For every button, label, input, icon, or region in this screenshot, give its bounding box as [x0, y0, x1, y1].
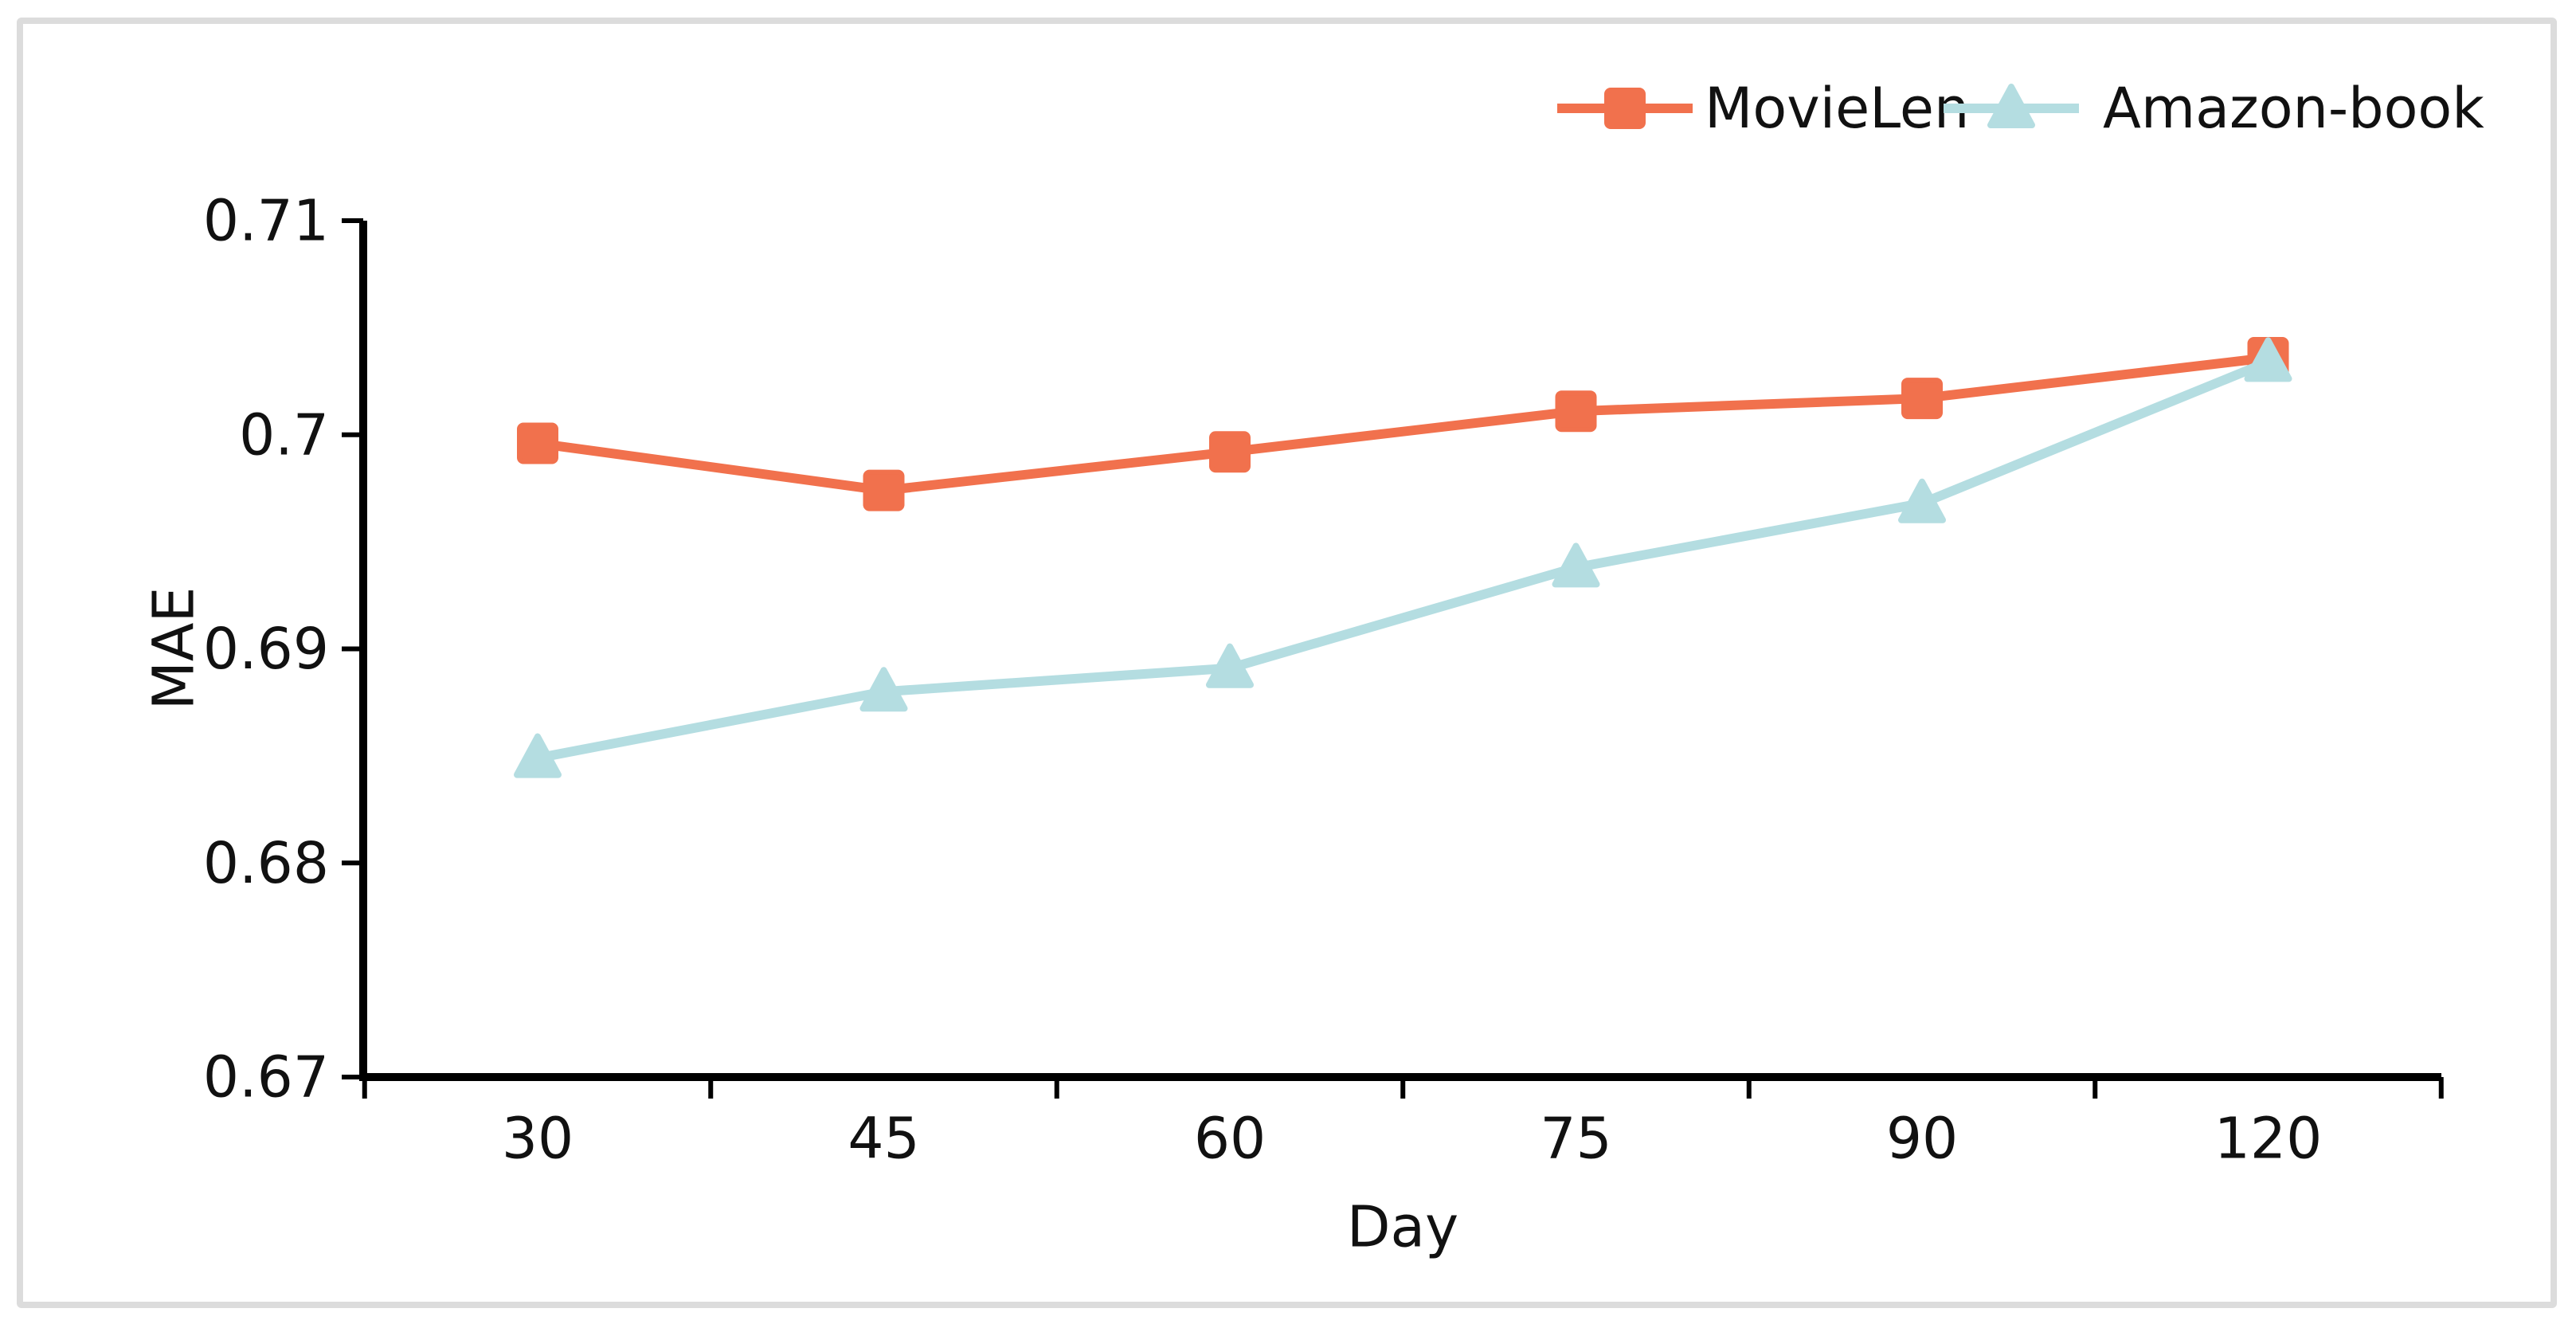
x-tick-label: 60 [1194, 1106, 1266, 1172]
square-marker-icon [1555, 390, 1597, 433]
series-line-movielen [533, 353, 2273, 496]
triangle-marker-icon [1898, 478, 1946, 523]
triangle-marker-icon [859, 667, 908, 712]
triangle-marker-icon [514, 733, 562, 778]
x-tick-label: 30 [502, 1106, 574, 1172]
y-tick-label: 0.67 [203, 1044, 329, 1111]
x-tick-label: 120 [2214, 1106, 2323, 1172]
legend: MovieLen Amazon-book [1557, 76, 2484, 141]
x-tick-label: 90 [1886, 1106, 1958, 1172]
series-movielen [517, 337, 2289, 511]
triangle-marker-icon [1206, 643, 1254, 688]
tick-marks-and-labels: 0.67 0.68 0.69 0.7 0.71 30 45 60 75 90 120 [203, 188, 2444, 1172]
legend-item-amazon-book: Amazon-book [1944, 76, 2484, 141]
x-tick-label: 45 [848, 1106, 919, 1172]
legend-item-movielen: MovieLen [1557, 76, 1969, 141]
square-marker-icon [517, 422, 558, 464]
square-marker-icon [1604, 88, 1646, 129]
y-tick-label: 0.71 [203, 188, 329, 254]
triangle-marker-icon [2244, 337, 2292, 382]
data-series [514, 337, 2292, 778]
y-tick-label: 0.68 [203, 830, 329, 896]
y-tick-label: 0.7 [239, 402, 329, 468]
square-marker-icon [1901, 378, 1943, 420]
series-amazon-book [514, 337, 2292, 778]
x-tick-label: 75 [1540, 1106, 1611, 1172]
legend-label: MovieLen [1705, 76, 1969, 141]
square-marker-icon [863, 469, 905, 511]
series-line-amazon-book [533, 357, 2273, 763]
x-axis-title: Day [1347, 1194, 1458, 1260]
legend-label: Amazon-book [2103, 76, 2484, 141]
y-axis-title: MAE [141, 587, 207, 711]
triangle-marker-icon [1987, 84, 2035, 128]
square-marker-icon [1209, 431, 1251, 473]
triangle-marker-icon [1552, 543, 1600, 588]
axes [359, 221, 2441, 1081]
y-tick-label: 0.69 [203, 616, 329, 682]
figure-border [17, 18, 2557, 1308]
